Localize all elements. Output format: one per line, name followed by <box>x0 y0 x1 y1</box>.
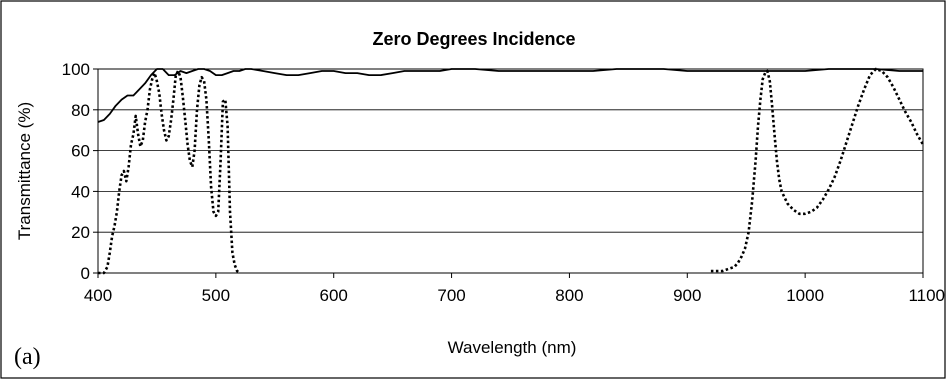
solid-series-line-0 <box>97 68 923 123</box>
panel-label: (a) <box>14 344 41 370</box>
chart-frame <box>0 0 946 379</box>
x-tick-label: 600 <box>320 286 348 305</box>
x-tick-label: 500 <box>202 286 230 305</box>
x-tick-label: 700 <box>437 286 465 305</box>
dotted-series-line-2 <box>710 67 925 273</box>
x-tick-labels: 400 500 600 700 800 900 1000 1100 <box>84 273 945 305</box>
y-tick-label: 40 <box>71 182 90 201</box>
y-tick-label: 60 <box>71 142 90 161</box>
x-tick-label: 400 <box>84 286 112 305</box>
y-tick-labels: 0 20 40 60 80 100 <box>62 60 98 283</box>
x-tick-label: 800 <box>555 286 583 305</box>
x-tick-label: 900 <box>673 286 701 305</box>
dotted-series-line-1 <box>98 69 241 275</box>
x-tick-label: 1100 <box>908 286 945 305</box>
y-tick-label: 100 <box>62 60 90 79</box>
y-axis-label: Transmittance (%) <box>15 102 34 240</box>
series-layer <box>97 67 925 275</box>
y-tick-label: 80 <box>71 101 90 120</box>
chart-title: Zero Degrees Incidence <box>372 29 575 49</box>
x-axis-label: Wavelength (nm) <box>448 338 577 357</box>
y-tick-label: 20 <box>71 223 90 242</box>
y-tick-label: 0 <box>81 264 90 283</box>
x-tick-label: 1000 <box>786 286 824 305</box>
plot-area <box>97 68 924 274</box>
